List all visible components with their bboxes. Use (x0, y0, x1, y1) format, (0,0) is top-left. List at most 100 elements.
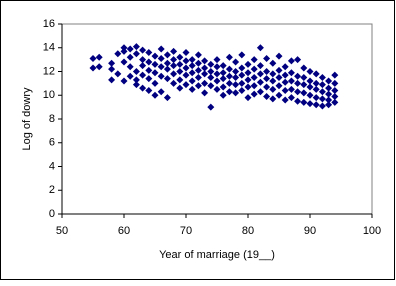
point (213, 63, 221, 71)
y-tick-label: 14 (43, 42, 55, 54)
point (325, 90, 333, 98)
point (151, 60, 159, 68)
point (201, 89, 209, 97)
point (188, 77, 196, 85)
point (312, 79, 320, 87)
point (263, 68, 271, 75)
point (225, 72, 233, 80)
point (201, 79, 209, 87)
point (250, 82, 258, 90)
point (263, 75, 271, 83)
point (306, 100, 314, 108)
point (145, 58, 153, 66)
point (225, 65, 233, 73)
point (225, 79, 233, 87)
point (145, 49, 153, 56)
point (126, 45, 134, 53)
point (275, 73, 283, 81)
point (182, 49, 190, 56)
y-tick-label: 12 (43, 65, 55, 77)
point (194, 51, 202, 59)
point (163, 94, 171, 102)
point (263, 92, 271, 100)
point (325, 84, 333, 92)
point (213, 85, 221, 93)
point (294, 88, 302, 96)
point (182, 57, 190, 65)
point (281, 78, 289, 86)
y-tick-label: 4 (49, 160, 55, 172)
point (238, 79, 246, 87)
point (294, 72, 302, 80)
point (269, 77, 277, 85)
point (188, 56, 196, 64)
point (89, 64, 97, 72)
point (126, 63, 134, 71)
point (294, 56, 302, 64)
point (232, 81, 240, 89)
y-tick-label: 6 (49, 137, 55, 149)
point (157, 72, 165, 80)
point (170, 70, 178, 78)
point (244, 60, 252, 68)
point (281, 87, 289, 94)
point (151, 91, 159, 99)
point (176, 84, 184, 92)
point (95, 53, 103, 61)
point (219, 83, 227, 91)
point (331, 71, 339, 79)
point (256, 44, 264, 52)
point (120, 58, 128, 66)
point (275, 66, 283, 74)
point (238, 71, 246, 79)
point (207, 73, 215, 81)
point (232, 89, 240, 97)
point (238, 64, 246, 72)
point (300, 73, 308, 81)
point (300, 64, 308, 72)
point (281, 71, 289, 79)
point (120, 47, 128, 55)
point (139, 84, 147, 92)
point (188, 85, 196, 93)
point (207, 60, 215, 68)
point (331, 87, 339, 94)
point (132, 68, 140, 75)
x-tick-label: 60 (118, 225, 130, 237)
point (163, 75, 171, 83)
point (95, 63, 103, 71)
point (263, 54, 271, 62)
point (318, 81, 326, 89)
point (219, 62, 227, 70)
point (250, 90, 258, 98)
point (250, 56, 258, 64)
point (219, 91, 227, 99)
point (232, 58, 240, 66)
point (126, 53, 134, 61)
point (275, 91, 283, 99)
point (151, 79, 159, 87)
chart-border (0, 0, 395, 280)
point (163, 65, 171, 73)
point (325, 77, 333, 85)
point (312, 70, 320, 78)
point (194, 73, 202, 81)
point (139, 62, 147, 70)
point (331, 98, 339, 106)
point (157, 63, 165, 71)
y-tick-label: 16 (43, 18, 55, 30)
point (120, 44, 128, 52)
point (194, 66, 202, 74)
point (312, 101, 320, 109)
point (170, 56, 178, 64)
point (287, 69, 295, 77)
point (306, 91, 314, 99)
point (145, 87, 153, 94)
point (287, 85, 295, 93)
point (170, 79, 178, 87)
point (139, 71, 147, 79)
point (194, 59, 202, 67)
y-tick-label: 2 (49, 184, 55, 196)
x-tick-label: 100 (363, 225, 381, 237)
point (89, 54, 97, 62)
